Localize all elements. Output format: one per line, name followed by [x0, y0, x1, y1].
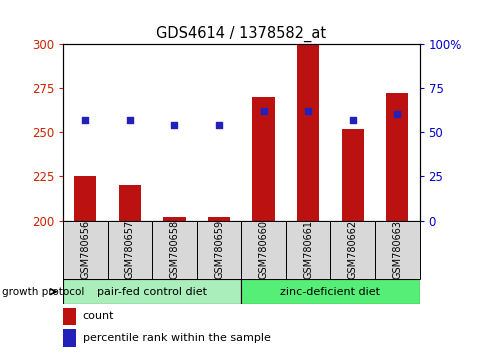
- Point: [303, 108, 311, 114]
- Bar: [74, 176, 96, 221]
- Point: [393, 112, 400, 117]
- Bar: [63, 308, 76, 325]
- Text: GSM780659: GSM780659: [213, 220, 224, 279]
- Bar: [107, 221, 152, 279]
- Text: zinc-deficient diet: zinc-deficient diet: [280, 287, 379, 297]
- Text: GSM780657: GSM780657: [125, 220, 135, 279]
- Bar: [208, 217, 230, 221]
- Bar: [63, 279, 241, 304]
- Bar: [197, 221, 241, 279]
- Bar: [63, 221, 107, 279]
- Point: [259, 108, 267, 114]
- Text: growth protocol: growth protocol: [2, 287, 85, 297]
- Text: GSM780663: GSM780663: [392, 220, 401, 279]
- Text: GSM780660: GSM780660: [258, 220, 268, 279]
- Text: percentile rank within the sample: percentile rank within the sample: [82, 333, 270, 343]
- Point: [81, 117, 89, 122]
- Bar: [152, 221, 197, 279]
- Bar: [241, 221, 285, 279]
- Text: GSM780656: GSM780656: [80, 220, 90, 279]
- Text: count: count: [82, 312, 114, 321]
- Text: GSM780662: GSM780662: [347, 220, 357, 279]
- Bar: [241, 279, 419, 304]
- Text: GSM780658: GSM780658: [169, 220, 179, 279]
- Point: [348, 117, 356, 122]
- Text: pair-fed control diet: pair-fed control diet: [97, 287, 207, 297]
- Point: [170, 122, 178, 128]
- Bar: [296, 44, 318, 221]
- Point: [215, 122, 223, 128]
- Point: [126, 117, 134, 122]
- Bar: [252, 97, 274, 221]
- Bar: [385, 93, 408, 221]
- Bar: [119, 185, 141, 221]
- Bar: [163, 217, 185, 221]
- Title: GDS4614 / 1378582_at: GDS4614 / 1378582_at: [156, 26, 326, 42]
- Bar: [330, 221, 374, 279]
- Bar: [285, 221, 330, 279]
- Bar: [341, 129, 363, 221]
- Bar: [374, 221, 419, 279]
- Text: GSM780661: GSM780661: [302, 220, 313, 279]
- Bar: [63, 329, 76, 347]
